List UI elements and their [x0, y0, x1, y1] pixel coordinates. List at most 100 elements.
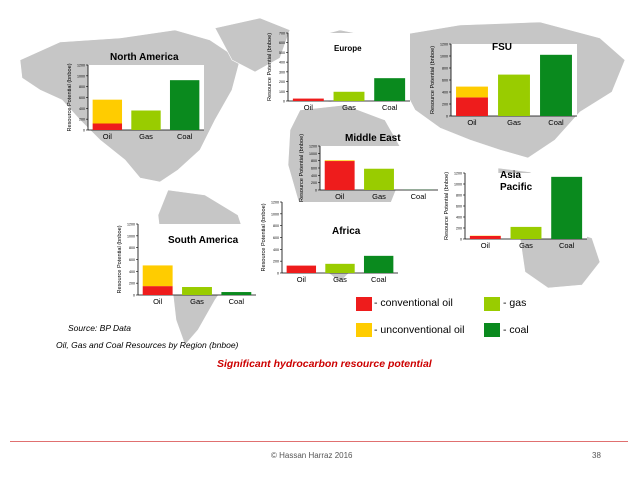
- bar-oil-unconventional: [456, 86, 488, 98]
- bar-coal: [551, 176, 583, 239]
- bar-oil-conventional: [469, 235, 501, 239]
- x-tick-label: Oil: [103, 132, 113, 141]
- y-tick-label: 600: [79, 96, 85, 100]
- y-tick-label: 800: [456, 194, 462, 198]
- x-tick-label: Oil: [481, 241, 491, 250]
- x-tick-label: Coal: [229, 297, 245, 306]
- y-tick-label: 0: [446, 115, 448, 119]
- bar-coal: [374, 78, 406, 101]
- y-tick-label: 400: [279, 61, 285, 65]
- y-tick-label: 400: [79, 107, 85, 111]
- y-tick-label: 400: [311, 174, 317, 178]
- y-tick-label: 1000: [454, 183, 462, 187]
- x-tick-label: Gas: [342, 103, 356, 112]
- y-tick-label: 1000: [127, 234, 135, 238]
- legend-label-gas: - gas: [503, 297, 527, 309]
- y-tick-label: 200: [442, 103, 448, 107]
- y-tick-label: 400: [442, 91, 448, 95]
- legend-swatch-coal: [484, 323, 500, 337]
- y-axis-label: Resource Potential (bnboe): [117, 225, 123, 293]
- x-tick-label: Gas: [519, 241, 533, 250]
- legend-swatch-gas: [484, 297, 500, 311]
- bar-coal: [221, 292, 252, 295]
- bar-coal: [363, 255, 394, 273]
- x-tick-label: Oil: [335, 192, 345, 201]
- source-note: Source: BP Data: [68, 323, 131, 333]
- x-tick-label: Oil: [153, 297, 163, 306]
- y-axis-label: Resource Potential (bnboe): [67, 63, 73, 131]
- x-tick-label: Oil: [304, 103, 314, 112]
- bar-oil-unconventional: [142, 265, 173, 287]
- x-tick-label: Coal: [177, 132, 193, 141]
- y-tick-label: 500: [279, 51, 285, 55]
- y-tick-label: 1200: [127, 223, 135, 227]
- footer-divider: [10, 441, 628, 442]
- x-tick-label: Gas: [190, 297, 204, 306]
- y-tick-label: 800: [442, 67, 448, 71]
- y-tick-label: 200: [79, 118, 85, 122]
- page-number: 38: [592, 451, 601, 460]
- bar-oil-conventional: [456, 97, 488, 116]
- bar-coal: [169, 80, 200, 130]
- bar-gas: [325, 263, 355, 273]
- x-tick-label: Coal: [559, 241, 575, 250]
- y-tick-label: 100: [279, 90, 285, 94]
- y-tick-label: 1000: [309, 152, 317, 156]
- y-tick-label: 200: [456, 227, 462, 231]
- bar-oil-conventional: [324, 161, 355, 190]
- bar-gas: [364, 168, 394, 190]
- y-tick-label: 1200: [271, 201, 279, 205]
- y-tick-label: 200: [279, 80, 285, 84]
- title-fsu: FSU: [492, 42, 512, 53]
- y-tick-label: 1200: [454, 172, 462, 176]
- y-tick-label: 0: [133, 294, 135, 298]
- bar-oil-conventional: [292, 98, 324, 101]
- chart-south-america: 0 200 400 600 800 1000 1200 Resource Potential …: [112, 220, 262, 312]
- chart-asia-pacific: 0 200 400 600 800 1000 1200 Resource Potential …: [444, 165, 593, 255]
- chart-middle-east: 0 200 400 600 800 1000 1200 Resource Potential …: [298, 130, 446, 205]
- y-tick-label: 0: [460, 238, 462, 242]
- y-axis-label: Resource Potential (bnboe): [444, 172, 450, 240]
- title-europe: Europe: [334, 44, 362, 53]
- y-tick-label: 0: [283, 100, 285, 104]
- legend-swatch-conventional-oil: [356, 297, 372, 311]
- greenland-landmass: [214, 17, 291, 73]
- bar-gas: [498, 74, 530, 116]
- bar-gas: [182, 287, 212, 295]
- bar-coal: [540, 54, 572, 116]
- footer-author: © Hassan Harraz 2016: [271, 451, 353, 460]
- y-tick-label: 200: [311, 181, 317, 185]
- y-axis-label: Resource Potential (bnboe): [299, 134, 305, 202]
- y-tick-label: 200: [273, 260, 279, 264]
- figure-caption: Oil, Gas and Coal Resources by Region (b…: [56, 340, 239, 350]
- y-tick-label: 600: [456, 205, 462, 209]
- bar-oil-conventional: [92, 123, 123, 130]
- y-tick-label: 800: [311, 159, 317, 163]
- y-axis-label: Resource Potential (bnboe): [267, 33, 273, 101]
- chart-fsu: 0 200 400 600 800 1000 1200 Resource Potential …: [425, 40, 583, 130]
- x-tick-label: Coal: [382, 103, 398, 112]
- x-tick-label: Gas: [372, 192, 386, 201]
- y-tick-label: 600: [311, 167, 317, 171]
- slide-subtitle: Significant hydrocarbon resource potenti…: [217, 358, 432, 370]
- y-tick-label: 400: [273, 248, 279, 252]
- y-tick-label: 700: [279, 32, 285, 36]
- y-tick-label: 600: [129, 258, 135, 262]
- y-tick-label: 600: [442, 79, 448, 83]
- title-south-america: South America: [168, 235, 239, 246]
- legend-label-unconventional-oil: - unconventional oil: [374, 324, 465, 336]
- y-tick-label: 800: [273, 224, 279, 228]
- y-tick-label: 0: [277, 272, 279, 276]
- chart-africa: 0 200 400 600 800 1000 1200 Resource Potential …: [256, 198, 404, 290]
- title-asia-pacific: Asia Pacific: [500, 170, 533, 193]
- y-tick-label: 1000: [440, 55, 448, 59]
- legend-label-coal: - coal: [503, 324, 529, 336]
- bar-oil-conventional: [286, 265, 317, 273]
- y-tick-label: 300: [279, 70, 285, 74]
- y-tick-label: 600: [279, 41, 285, 45]
- x-tick-label: Oil: [467, 118, 477, 127]
- bar-gas: [333, 91, 365, 101]
- title-north-america: North America: [110, 52, 179, 63]
- legend-swatch-unconventional-oil: [356, 323, 372, 337]
- bar-oil-conventional: [142, 286, 173, 295]
